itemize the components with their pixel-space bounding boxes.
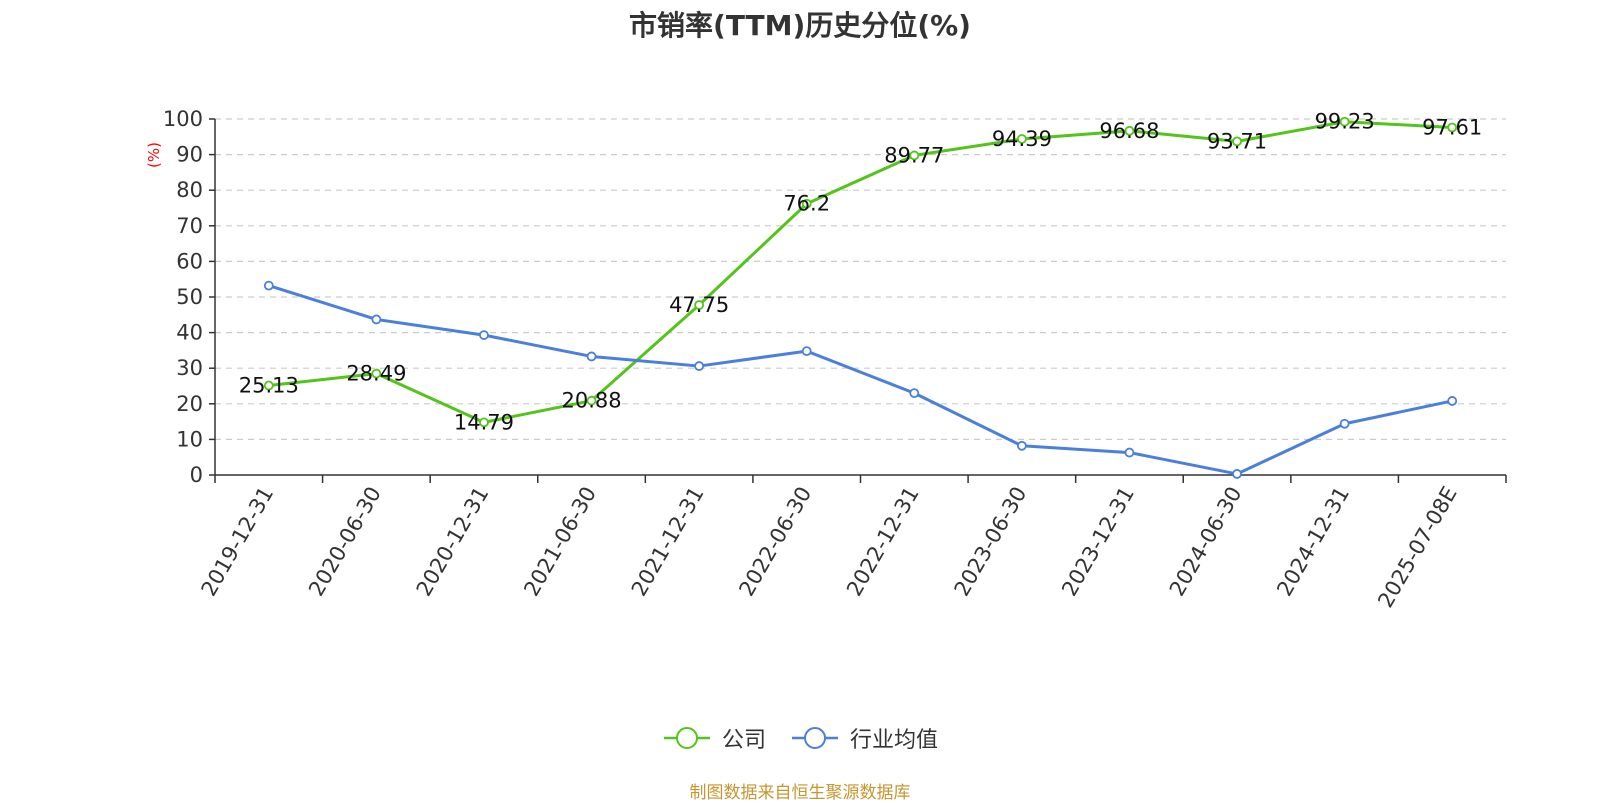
y-tick-label: 80 [176, 178, 203, 202]
data-point [1124, 125, 1135, 136]
y-tick-label: 100 [163, 107, 203, 131]
series-line-1 [268, 284, 1453, 476]
data-point [1232, 469, 1242, 479]
data-point [586, 351, 597, 362]
data-label: 93.71 [1207, 129, 1267, 153]
data-point [694, 361, 705, 371]
chart-title: 市销率(TTM)历史分位(%) [629, 9, 971, 42]
data-label: 25.13 [239, 374, 299, 398]
data-label: 94.39 [992, 127, 1052, 151]
legend-item-1[interactable]: 行业均值 [790, 722, 938, 754]
data-label: 96.68 [1099, 119, 1159, 143]
y-tick-label: 40 [176, 321, 203, 345]
data-label: 28.49 [346, 362, 406, 386]
data-point [1447, 396, 1458, 406]
data-point [801, 198, 812, 209]
series-line-0 [268, 120, 1453, 424]
data-label: 76.2 [783, 192, 830, 216]
legend-marker-icon [663, 727, 710, 749]
data-point [1016, 440, 1027, 451]
legend-label: 公司 [721, 728, 766, 753]
legend-marker-icon [792, 727, 838, 749]
data-point [909, 150, 920, 161]
x-tick-label: 2023-06-30 [950, 483, 1032, 601]
data-label: 89.77 [884, 143, 944, 167]
y-axis-label: (%) [145, 142, 163, 168]
data-labels: 25.13 28.49 14.79 20.88 47.75 76.2 89.77 94.39 9… [239, 110, 1483, 435]
x-tick-label: 2020-06-30 [304, 483, 386, 601]
data-point [479, 417, 489, 428]
legend-label: 行业均值 [850, 728, 939, 753]
x-tick-label: 2019-12-31 [197, 483, 279, 601]
series-lines [263, 116, 1458, 479]
data-point [1124, 447, 1135, 458]
data-label: 97.61 [1422, 116, 1482, 140]
y-tick-label: 0 [190, 463, 203, 487]
legend-item-0[interactable]: 公司 [662, 722, 766, 754]
x-tick-label: 2024-12-31 [1272, 483, 1354, 601]
x-tick-label: 2023-12-31 [1057, 483, 1139, 601]
y-tick-label: 60 [176, 249, 203, 273]
data-label: 47.75 [669, 293, 729, 317]
y-tick-label: 30 [176, 356, 203, 380]
x-tick-label: 2022-12-31 [842, 483, 924, 601]
data-point [1016, 134, 1027, 144]
grid-lines [215, 118, 1506, 440]
y-tick-label: 70 [176, 214, 203, 238]
legend-circle [804, 727, 826, 749]
data-point [479, 330, 489, 340]
data-label: 20.88 [561, 389, 621, 413]
data-point [1447, 122, 1458, 133]
x-tick-label: 2024-06-30 [1165, 483, 1247, 601]
data-point [909, 388, 920, 399]
y-tick-label: 90 [176, 143, 203, 167]
data-point [263, 280, 274, 291]
x-tick-label: 2025-07-08E [1373, 483, 1461, 612]
legend: 公司 行业均值 [0, 722, 1600, 754]
data-point [371, 368, 382, 379]
data-point [1339, 418, 1350, 429]
data-point [1339, 116, 1350, 127]
data-point [263, 380, 274, 391]
x-tick-label: 2020-12-31 [412, 483, 494, 601]
x-tick-label: 2022-06-30 [734, 483, 816, 601]
y-tick-label: 20 [176, 392, 203, 416]
legend-circle [675, 727, 698, 749]
data-label: 99.23 [1315, 110, 1375, 134]
y-tick-label: 50 [176, 285, 203, 309]
x-tick-label: 2021-12-31 [627, 483, 709, 601]
source-note: 制图数据来自恒生聚源数据库 [689, 783, 911, 803]
y-tick-label: 10 [176, 427, 203, 451]
data-point [694, 300, 705, 310]
data-point [371, 314, 382, 325]
data-point [1232, 136, 1242, 147]
data-label: 14.79 [454, 410, 514, 434]
data-point [801, 346, 812, 357]
data-point [586, 395, 597, 406]
x-tick-label: 2021-06-30 [519, 483, 601, 601]
